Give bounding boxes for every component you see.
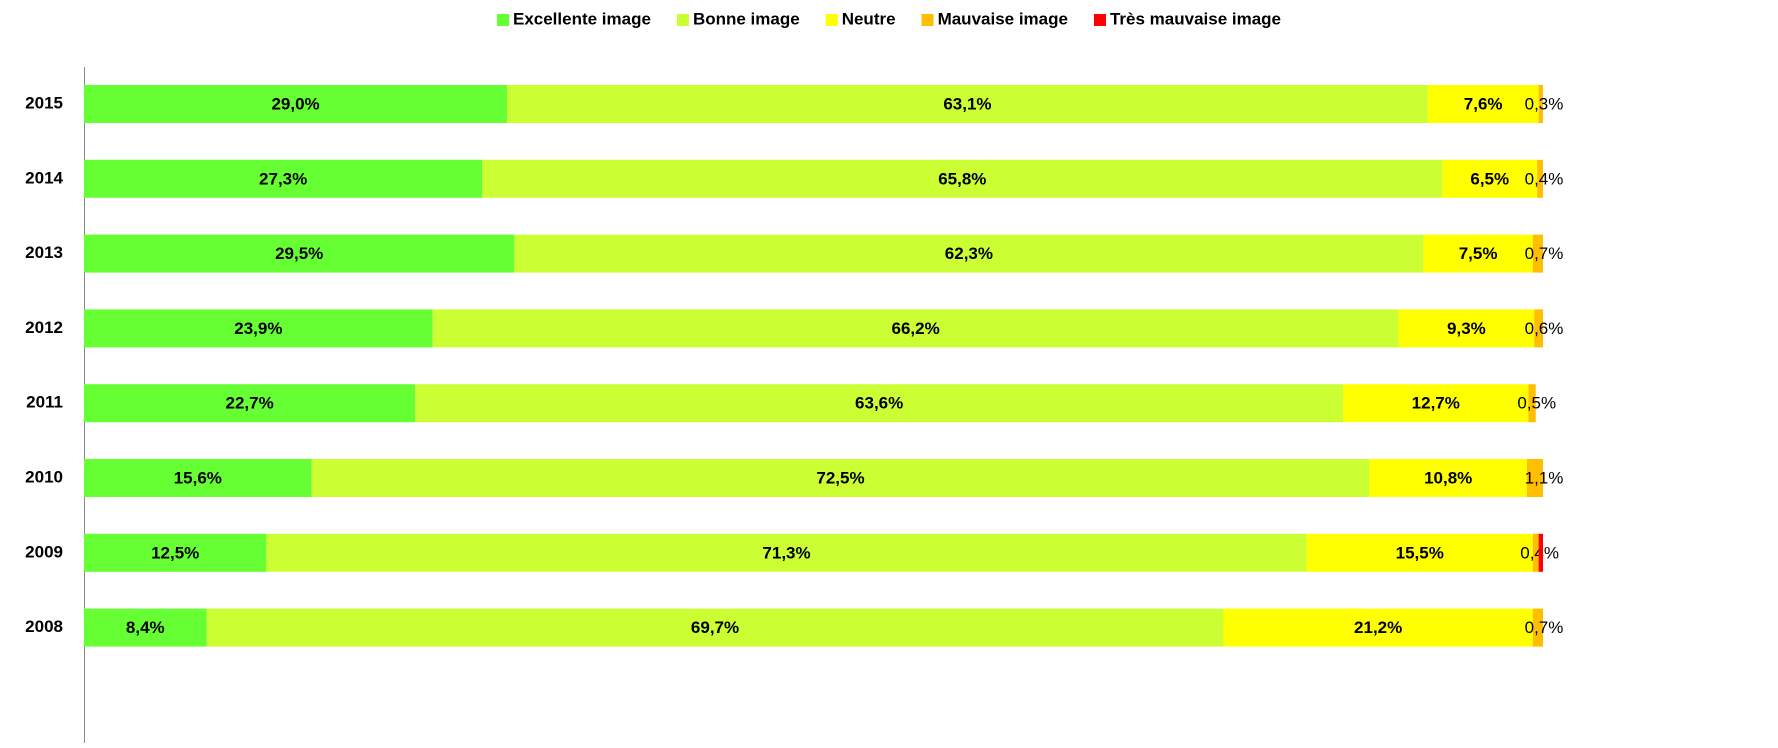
bar-segment: [84, 309, 433, 348]
bar-segment: [84, 85, 508, 123]
data-label: 0,7%: [1525, 244, 1564, 263]
bar-segment: [1223, 608, 1533, 647]
data-label: 9,3%: [1447, 319, 1486, 338]
bar-segment: [84, 234, 515, 273]
data-label: 71,3%: [762, 543, 810, 562]
bar-segment: [415, 384, 1344, 423]
data-label: 7,6%: [1464, 94, 1503, 113]
data-label: 63,1%: [943, 94, 991, 113]
bar-segment: [1538, 533, 1543, 572]
data-label: 0,5%: [1517, 394, 1556, 413]
bar-segment: [482, 159, 1443, 198]
bar-segment: [1427, 85, 1539, 123]
data-label: 6,5%: [1470, 169, 1509, 188]
data-label: 0,4%: [1525, 169, 1564, 188]
y-tick-label: 2015: [25, 93, 63, 112]
bar-segment: [84, 384, 416, 423]
y-tick-label: 2011: [26, 393, 63, 412]
bar-segment: [1532, 608, 1543, 647]
data-label: 72,5%: [816, 468, 864, 487]
data-label: 65,8%: [938, 169, 986, 188]
bar-segment: [1532, 533, 1539, 572]
bar-segment: [507, 85, 1428, 123]
legend-label: Très mauvaise image: [1110, 9, 1281, 28]
y-tick-label: 2013: [25, 243, 63, 262]
bar-segment: [432, 309, 1399, 348]
data-label: 69,7%: [691, 618, 739, 637]
data-label: 21,2%: [1354, 618, 1402, 637]
legend-label: Bonne image: [693, 9, 800, 28]
legend-swatch: [825, 14, 838, 26]
bar-segment: [1534, 309, 1543, 348]
legend-swatch: [676, 14, 689, 26]
data-label: 22,7%: [225, 394, 273, 413]
bar-segment: [1398, 309, 1535, 348]
data-label: 0,3%: [1525, 94, 1564, 113]
data-label: 29,5%: [275, 244, 323, 263]
data-label: 1,1%: [1525, 468, 1564, 487]
bar-segment: [84, 533, 267, 572]
bar-segment: [84, 459, 312, 497]
data-label: 0,6%: [1525, 319, 1564, 338]
bar-segment: [1343, 384, 1529, 423]
data-label: 10,8%: [1424, 468, 1472, 487]
bar-segment: [206, 608, 1224, 647]
bar-segment: [1538, 85, 1543, 123]
data-label: 0,7%: [1525, 618, 1564, 637]
bar-segment: [84, 608, 207, 647]
data-label: 8,4%: [126, 618, 165, 637]
data-label: 29,0%: [271, 94, 319, 113]
legend-swatch: [921, 14, 934, 26]
data-label: 15,5%: [1396, 543, 1444, 562]
data-label: 23,9%: [234, 319, 282, 338]
bar-segment: [266, 533, 1307, 572]
bar-segment: [1532, 234, 1543, 273]
bar-segment: [84, 159, 483, 198]
data-label: 7,5%: [1459, 244, 1498, 263]
legend-label: Neutre: [842, 9, 896, 28]
data-label: 12,7%: [1412, 394, 1460, 413]
bar-segment: [1306, 533, 1533, 572]
y-tick-label: 2014: [25, 168, 63, 187]
bar-segment: [1423, 234, 1533, 273]
bar-segment: [1537, 159, 1543, 198]
legend: Excellente image Bonne image Neutre Mauvais…: [496, 9, 1281, 28]
bar-segment: [1528, 384, 1536, 423]
bar-segment: [1442, 159, 1538, 198]
data-label: 63,6%: [855, 394, 903, 413]
data-label: 27,3%: [259, 169, 307, 188]
y-tick-label: 2009: [25, 542, 63, 561]
legend-label: Mauvaise image: [938, 9, 1068, 28]
bar-segment: [514, 234, 1424, 273]
data-label: 66,2%: [892, 319, 940, 338]
bar-segment: [1526, 459, 1543, 497]
y-tick-label: 2012: [25, 318, 63, 337]
bar-segment: [311, 459, 1370, 497]
bar-segment: [1369, 459, 1527, 497]
data-label: 62,3%: [945, 244, 993, 263]
legend-label: Excellente image: [513, 9, 651, 28]
y-tick-label: 2008: [25, 617, 63, 636]
data-label: 15,6%: [174, 468, 222, 487]
legend-swatch: [496, 14, 509, 26]
y-tick-label: 2010: [25, 467, 63, 486]
data-label: 12,5%: [151, 543, 199, 562]
legend-swatch: [1093, 14, 1106, 26]
